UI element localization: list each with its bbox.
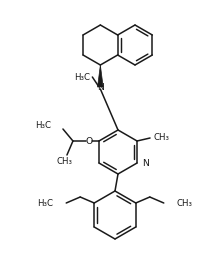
Text: H₃C: H₃C <box>35 122 51 130</box>
Polygon shape <box>97 65 103 87</box>
Text: CH₃: CH₃ <box>152 133 168 141</box>
Text: CH₃: CH₃ <box>57 157 73 167</box>
Text: N: N <box>96 83 103 92</box>
Text: O: O <box>85 137 92 146</box>
Text: N: N <box>141 158 148 167</box>
Text: H₃C: H₃C <box>74 73 90 82</box>
Text: CH₃: CH₃ <box>176 198 192 208</box>
Text: H₃C: H₃C <box>37 198 53 208</box>
